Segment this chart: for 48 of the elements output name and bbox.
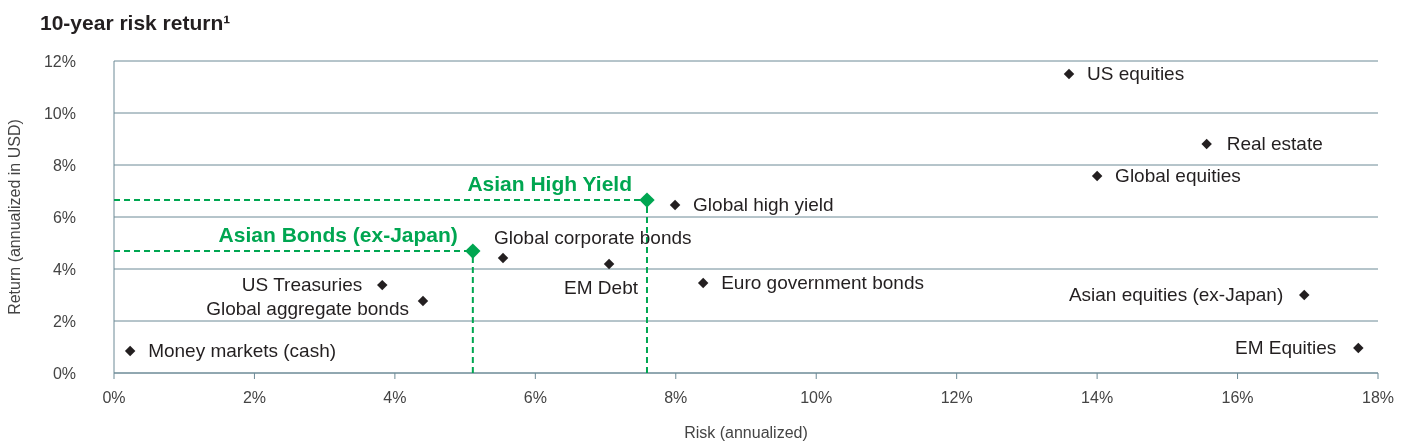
x-tick-label: 12% <box>940 389 973 406</box>
series-label: Asian Bonds (ex-Japan) <box>218 223 458 247</box>
point <box>1091 170 1103 182</box>
annotation: Global aggregate bonds <box>206 297 409 319</box>
point <box>1299 289 1310 301</box>
point <box>1353 342 1364 354</box>
x-tick-label: 10% <box>800 389 833 406</box>
annotation: US equities <box>1087 63 1185 84</box>
annotation: Real estate <box>1226 132 1323 154</box>
y-axis-title: Return (annualized in USD) <box>6 119 23 315</box>
point <box>603 258 615 270</box>
annotation: Global corporate bonds <box>494 227 692 249</box>
x-tick-label: 0% <box>102 389 126 406</box>
x-axis-title: Risk (annualized) <box>684 424 808 441</box>
y-tick-label: 12% <box>43 53 76 70</box>
point <box>377 279 388 291</box>
annotation: Money markets (cash) <box>148 339 337 361</box>
annotation: US Treasuries <box>241 274 363 296</box>
annotation: Asian equities (ex-Japan) <box>1068 284 1284 305</box>
point <box>639 192 655 208</box>
point <box>417 295 429 307</box>
point <box>697 277 709 289</box>
point <box>669 199 681 211</box>
point <box>497 252 509 264</box>
x-tick-label: 8% <box>664 389 688 406</box>
x-tick-label: 6% <box>523 389 547 406</box>
x-tick-label: 14% <box>1081 389 1114 406</box>
point <box>1063 68 1075 80</box>
y-tick-label: 8% <box>52 157 76 174</box>
y-tick-label: 4% <box>52 261 76 278</box>
annotation: EM Debt <box>564 277 639 299</box>
y-tick-label: 6% <box>52 209 76 226</box>
annotation: Global high yield <box>693 194 834 216</box>
y-tick-label: 2% <box>52 313 76 330</box>
annotation: Global equities <box>1115 164 1241 186</box>
x-tick-label: 4% <box>383 389 407 406</box>
y-tick-label: 0% <box>52 365 76 382</box>
series-label: Asian High Yield <box>467 172 632 196</box>
chart-title: 10-year risk return¹ <box>40 11 231 34</box>
point <box>465 243 481 259</box>
x-tick-label: 2% <box>242 389 267 406</box>
x-tick-label: 16% <box>1221 389 1254 406</box>
annotation: Euro government bonds <box>721 272 924 294</box>
y-tick-label: 10% <box>43 105 76 122</box>
x-tick-label: 18% <box>1361 389 1395 406</box>
point <box>1201 138 1212 150</box>
annotation: EM Equities <box>1234 337 1337 359</box>
point <box>124 345 136 357</box>
